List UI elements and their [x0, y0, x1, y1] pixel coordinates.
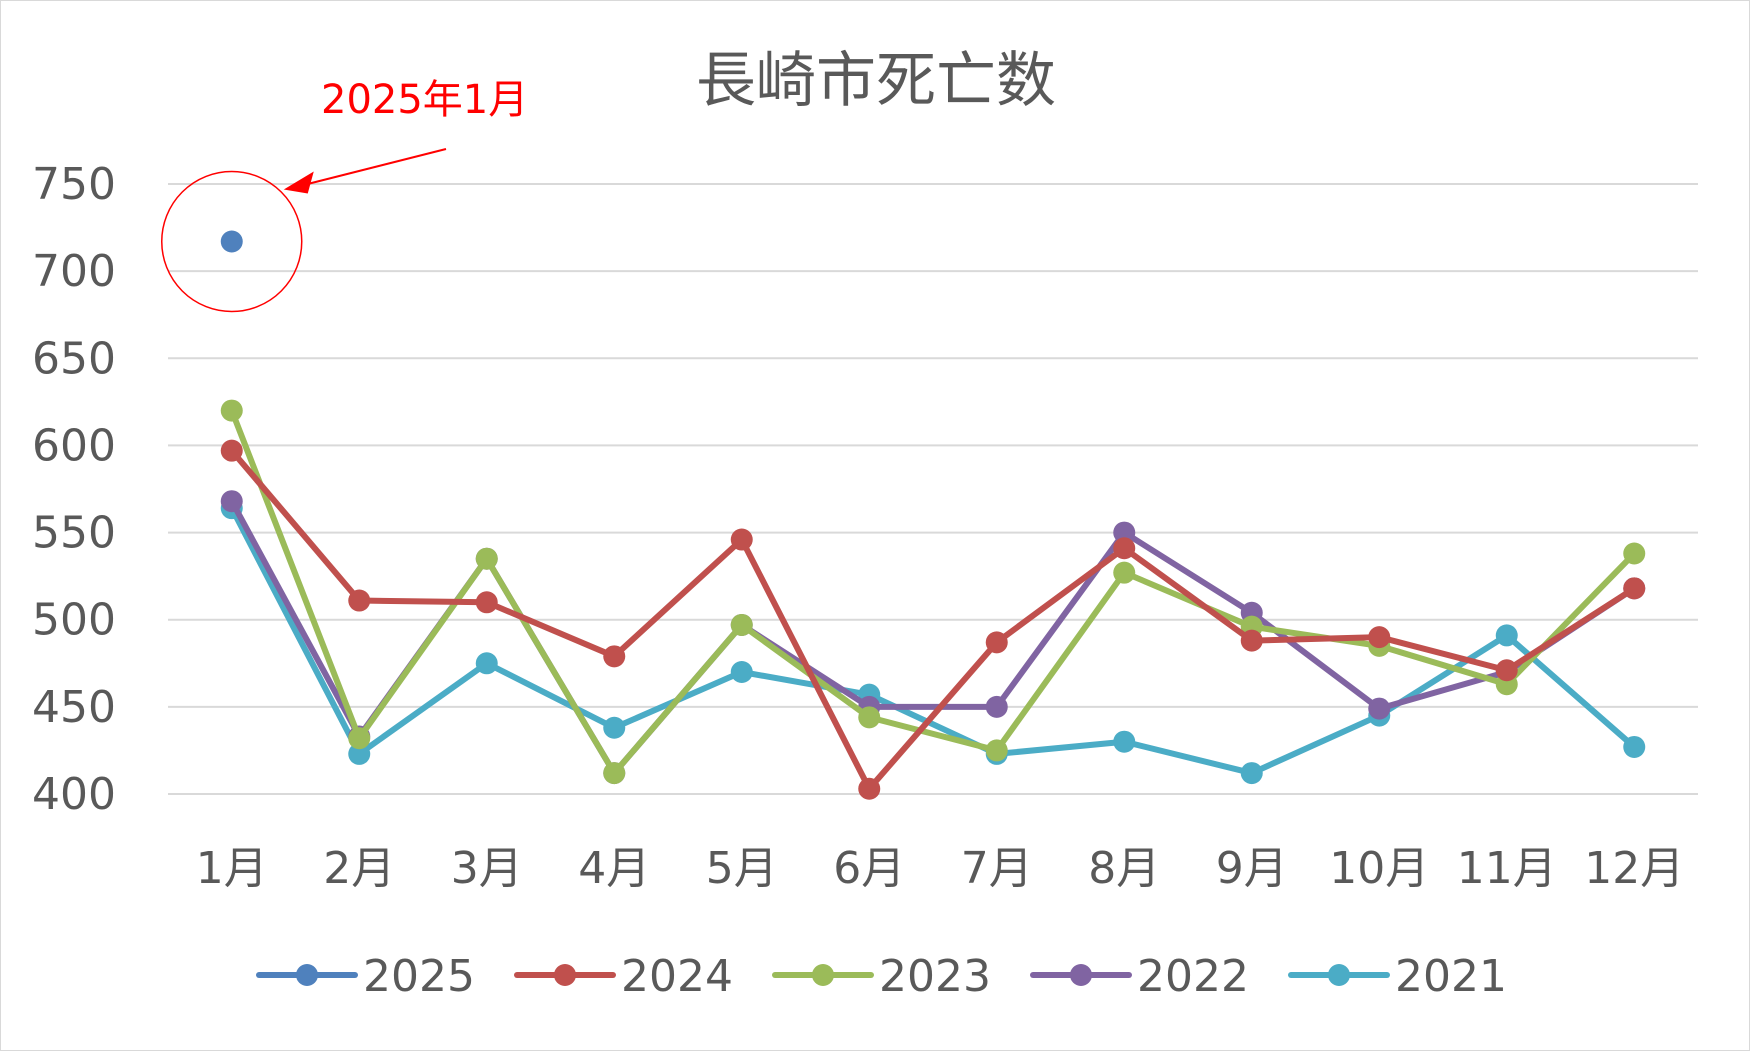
- chart-title: 長崎市死亡数: [696, 46, 1056, 116]
- data-point-2023-3月: [475, 547, 498, 570]
- series-2024: [220, 439, 1646, 800]
- x-tick-label: 2月: [323, 843, 395, 894]
- data-point-2022-7月: [985, 695, 1008, 718]
- series-2021: [220, 497, 1646, 785]
- annotation-layer: 2025年1月: [161, 77, 528, 313]
- annotation-arrow-line: [297, 148, 447, 188]
- data-point-2024-5月: [730, 528, 753, 551]
- y-tick-label: 750: [32, 159, 116, 210]
- data-point-2023-8月: [1113, 561, 1136, 584]
- series-2025: [220, 230, 243, 253]
- data-point-2023-2月: [348, 727, 371, 750]
- data-point-2024-1月: [220, 439, 243, 462]
- x-axis: 1月 2月 3月 4月 5月 6月 7月 8月 9月 10月 11月 12月: [196, 843, 1685, 894]
- legend-swatch-marker: [1328, 964, 1350, 986]
- annotation-label: 2025年1月: [321, 77, 528, 123]
- series-line-2023: [228, 407, 1638, 777]
- y-tick-label: 550: [32, 508, 116, 559]
- legend: 2025 2024 2023 2022 2021: [256, 951, 1507, 1002]
- data-point-2021-11月: [1495, 624, 1518, 647]
- data-point-2024-9月: [1240, 629, 1263, 652]
- data-point-2023-4月: [603, 762, 626, 785]
- legend-swatch-marker: [296, 964, 318, 986]
- data-point-2023-12月: [1623, 542, 1646, 565]
- x-tick-label: 7月: [961, 843, 1033, 894]
- data-point-2022-1月: [220, 490, 243, 513]
- x-tick-label: 5月: [706, 843, 778, 894]
- y-axis: 400 450 500 550 600 650 700 750: [32, 159, 116, 820]
- data-point-2024-11月: [1495, 659, 1518, 682]
- legend-swatch-marker: [1070, 964, 1092, 986]
- legend-label: 2021: [1395, 951, 1507, 1002]
- annotation-arrow-head: [283, 171, 314, 194]
- data-point-2021-12月: [1623, 735, 1646, 758]
- y-tick-label: 700: [32, 246, 116, 297]
- data-point-2022-8月: [1113, 521, 1136, 544]
- grid-lines: [168, 183, 1698, 795]
- x-tick-label: 12月: [1584, 843, 1684, 894]
- y-tick-label: 450: [32, 682, 116, 733]
- annotation-circle: [161, 170, 303, 313]
- data-point-2024-7月: [985, 631, 1008, 654]
- y-tick-label: 650: [32, 333, 116, 384]
- data-point-2021-5月: [730, 661, 753, 683]
- data-point-2025-1月: [220, 230, 243, 253]
- data-point-2021-9月: [1240, 762, 1263, 785]
- data-point-2023-5月: [730, 613, 753, 636]
- y-tick-label: 400: [32, 769, 116, 820]
- data-point-2022-10月: [1368, 697, 1391, 720]
- data-point-2024-2月: [348, 589, 371, 612]
- x-tick-label: 6月: [833, 843, 905, 894]
- data-point-2021-2月: [348, 742, 371, 765]
- series-2023: [220, 399, 1646, 785]
- legend-item-2021: 2021: [1288, 951, 1507, 1002]
- legend-item-2024: 2024: [514, 951, 733, 1002]
- legend-swatch-marker: [554, 964, 576, 986]
- x-tick-label: 9月: [1216, 843, 1288, 894]
- data-point-2024-8月: [1113, 537, 1136, 560]
- y-tick-label: 500: [32, 595, 116, 646]
- legend-swatch-marker: [812, 964, 834, 986]
- data-point-2021-8月: [1113, 730, 1136, 753]
- y-tick-label: 600: [32, 420, 116, 471]
- data-point-2024-4月: [603, 645, 626, 668]
- x-tick-label: 11月: [1457, 843, 1557, 894]
- x-tick-label: 1月: [196, 843, 268, 894]
- data-point-2024-10月: [1368, 626, 1391, 649]
- data-point-2024-3月: [475, 591, 498, 614]
- data-point-2023-1月: [220, 399, 243, 422]
- x-tick-label: 4月: [578, 843, 650, 894]
- series-layer: [220, 230, 1646, 800]
- legend-label: 2023: [879, 951, 991, 1002]
- data-point-2024-6月: [858, 777, 881, 800]
- legend-item-2023: 2023: [772, 951, 991, 1002]
- legend-label: 2022: [1137, 951, 1249, 1002]
- legend-label: 2024: [621, 951, 733, 1002]
- data-point-2023-7月: [985, 739, 1008, 762]
- data-point-2023-6月: [858, 706, 881, 729]
- data-point-2021-3月: [475, 652, 498, 675]
- legend-item-2025: 2025: [256, 951, 475, 1002]
- x-tick-label: 8月: [1088, 843, 1160, 894]
- series-line-2024: [228, 447, 1638, 792]
- legend-item-2022: 2022: [1030, 951, 1249, 1002]
- x-tick-label: 10月: [1329, 843, 1429, 894]
- data-point-2024-12月: [1623, 577, 1646, 600]
- data-point-2021-4月: [603, 716, 626, 739]
- legend-label: 2025: [363, 951, 475, 1002]
- x-tick-label: 3月: [451, 843, 523, 894]
